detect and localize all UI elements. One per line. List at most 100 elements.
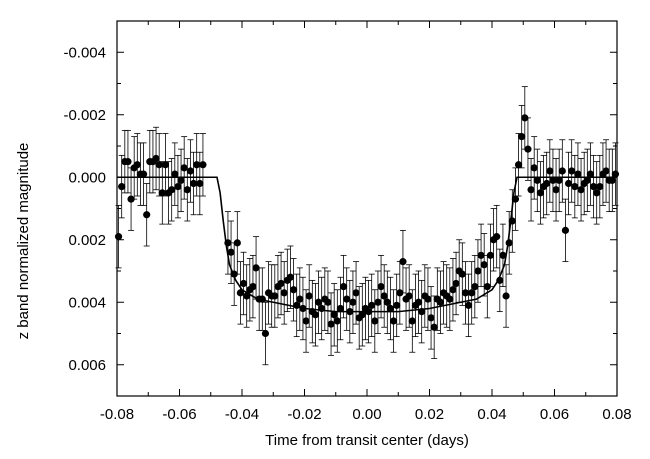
data-point [114,233,123,241]
data-point [502,292,510,300]
x-tick-label: 0.04 [477,406,506,423]
data-point [583,176,591,184]
x-axis-label: Time from transit center (days) [265,432,469,449]
data-point-group [158,161,166,225]
data-point [568,167,576,175]
data-point-group [499,223,507,288]
data-point [430,323,438,331]
data-point-group [127,167,135,231]
data-point-group [461,261,470,325]
data-point [180,164,188,172]
data-point-group [174,154,182,219]
data-point [546,167,554,175]
data-point [530,164,538,172]
data-point-group [602,139,610,203]
data-point [389,317,398,325]
data-point-group [543,151,551,216]
data-point-group [364,279,373,344]
data-point-group [133,133,141,197]
data-point [330,311,338,319]
x-tick-label: -0.08 [100,406,134,423]
data-point [393,301,401,309]
data-point-group [152,126,160,191]
data-point-group [339,254,348,319]
data-point [133,161,141,169]
data-point [461,289,470,297]
data-point [452,279,460,288]
data-point-group [349,270,357,334]
data-point-group [224,211,232,275]
data-point [318,304,326,313]
data-point [527,186,535,194]
data-point [277,279,285,288]
data-point-group [196,151,204,216]
axis-ticks: -0.08 -0.06 -0.04 -0.02 0.00 0.02 0.04 0.06 0.08… [63,20,632,423]
data-point [368,301,376,309]
data-point [593,189,601,197]
data-point [408,317,416,325]
data-point-group [446,267,454,331]
data-point-group [243,264,251,328]
data-point-group [333,289,341,353]
data-point [396,289,404,297]
data-point [508,217,516,225]
data-point-group [405,264,413,328]
data-point-group [343,267,351,331]
data-point [333,317,341,325]
data-point-group [564,151,573,216]
data-point [236,289,245,297]
x-tick-label: 0.02 [415,406,444,423]
data-point [289,286,298,294]
data-point [161,161,170,169]
data-point [524,145,532,153]
data-point-group [358,283,366,347]
y-axis-label: z band normalized magnitude [15,143,32,340]
x-tick-label: -0.02 [287,406,321,423]
data-point [555,176,563,184]
data-point [302,317,310,325]
data-point [280,289,288,297]
transit-model-line [117,176,617,313]
data-point-group [502,264,510,328]
data-point [571,183,579,191]
data-point-group [593,161,601,225]
data-point [127,195,135,203]
data-point-group [368,273,376,338]
data-point-group [536,161,545,225]
x-tick-label: 0.08 [602,406,631,423]
data-point-group [414,270,423,334]
data-point-group [330,283,338,347]
data-point-group [577,158,585,222]
data-point-group [311,283,320,347]
data-point [352,289,360,297]
data-point-group [189,151,198,216]
data-point-group [327,292,335,356]
data-point-group [396,261,404,325]
data-point [139,170,148,178]
data-point [152,154,160,163]
data-point-group [452,251,460,316]
data-point-group [477,223,485,288]
data-point-group [249,254,257,319]
x-tick-label: -0.06 [162,406,196,423]
data-point-group [177,148,185,213]
data-point-group [239,251,248,316]
data-point [383,298,391,306]
data-point [496,276,504,284]
data-point [168,186,176,194]
data-point-group [449,258,457,322]
data-point [155,161,163,169]
data-point [349,298,357,306]
data-point [474,267,482,275]
plot-content [114,86,620,366]
data-point-group [374,270,382,334]
data-point [477,251,485,259]
data-point [608,176,616,184]
data-point-group [393,273,401,338]
data-point-group [552,158,560,222]
data-point [193,161,201,169]
data-point [558,167,566,175]
data-point [486,251,495,259]
data-point [446,295,454,303]
